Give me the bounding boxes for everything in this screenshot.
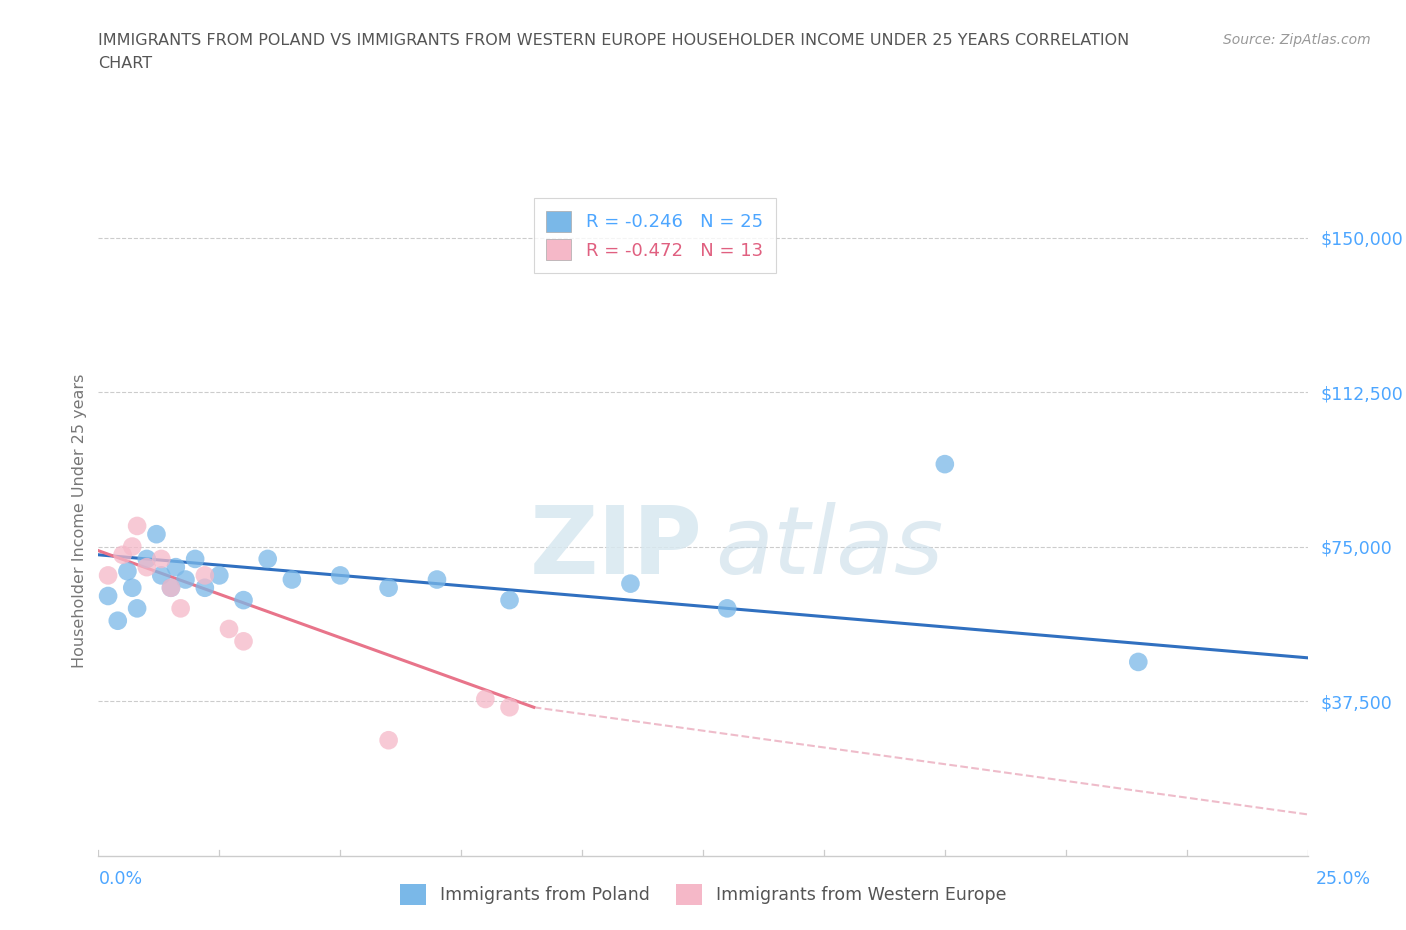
Point [218,621,240,636]
Text: atlas: atlas [716,502,943,593]
Point [194,568,217,583]
Point [121,539,143,554]
Point [135,560,157,575]
Point [97,568,120,583]
Text: 25.0%: 25.0% [1316,870,1371,888]
Point [619,577,641,591]
Y-axis label: Householder Income Under 25 years: Householder Income Under 25 years [72,374,87,668]
Legend: R = -0.246   N = 25, R = -0.472   N = 13: R = -0.246 N = 25, R = -0.472 N = 13 [533,198,776,272]
Point [97,589,120,604]
Point [107,613,129,628]
Point [232,592,254,607]
Point [377,733,399,748]
Point [426,572,449,587]
Point [111,548,134,563]
Point [121,580,143,595]
Point [174,572,197,587]
Point [150,551,173,566]
Text: IMMIGRANTS FROM POLAND VS IMMIGRANTS FROM WESTERN EUROPE HOUSEHOLDER INCOME UNDE: IMMIGRANTS FROM POLAND VS IMMIGRANTS FRO… [98,33,1129,47]
Text: Source: ZipAtlas.com: Source: ZipAtlas.com [1223,33,1371,46]
Point [135,551,157,566]
Point [117,564,139,578]
Point [208,568,231,583]
Point [281,572,304,587]
Point [169,601,191,616]
Text: 0.0%: 0.0% [98,870,142,888]
Point [160,580,183,595]
Text: ZIP: ZIP [530,501,703,593]
Point [256,551,278,566]
Point [498,592,520,607]
Point [232,634,254,649]
Point [934,457,956,472]
Legend: Immigrants from Poland, Immigrants from Western Europe: Immigrants from Poland, Immigrants from … [392,877,1014,912]
Point [127,519,149,534]
Point [127,601,149,616]
Point [329,568,352,583]
Point [194,580,217,595]
Point [160,580,183,595]
Point [716,601,738,616]
Point [1128,655,1150,670]
Point [150,568,173,583]
Point [474,692,496,707]
Point [498,699,520,714]
Point [165,560,187,575]
Point [184,551,207,566]
Text: CHART: CHART [98,56,152,71]
Point [377,580,399,595]
Point [145,526,167,541]
